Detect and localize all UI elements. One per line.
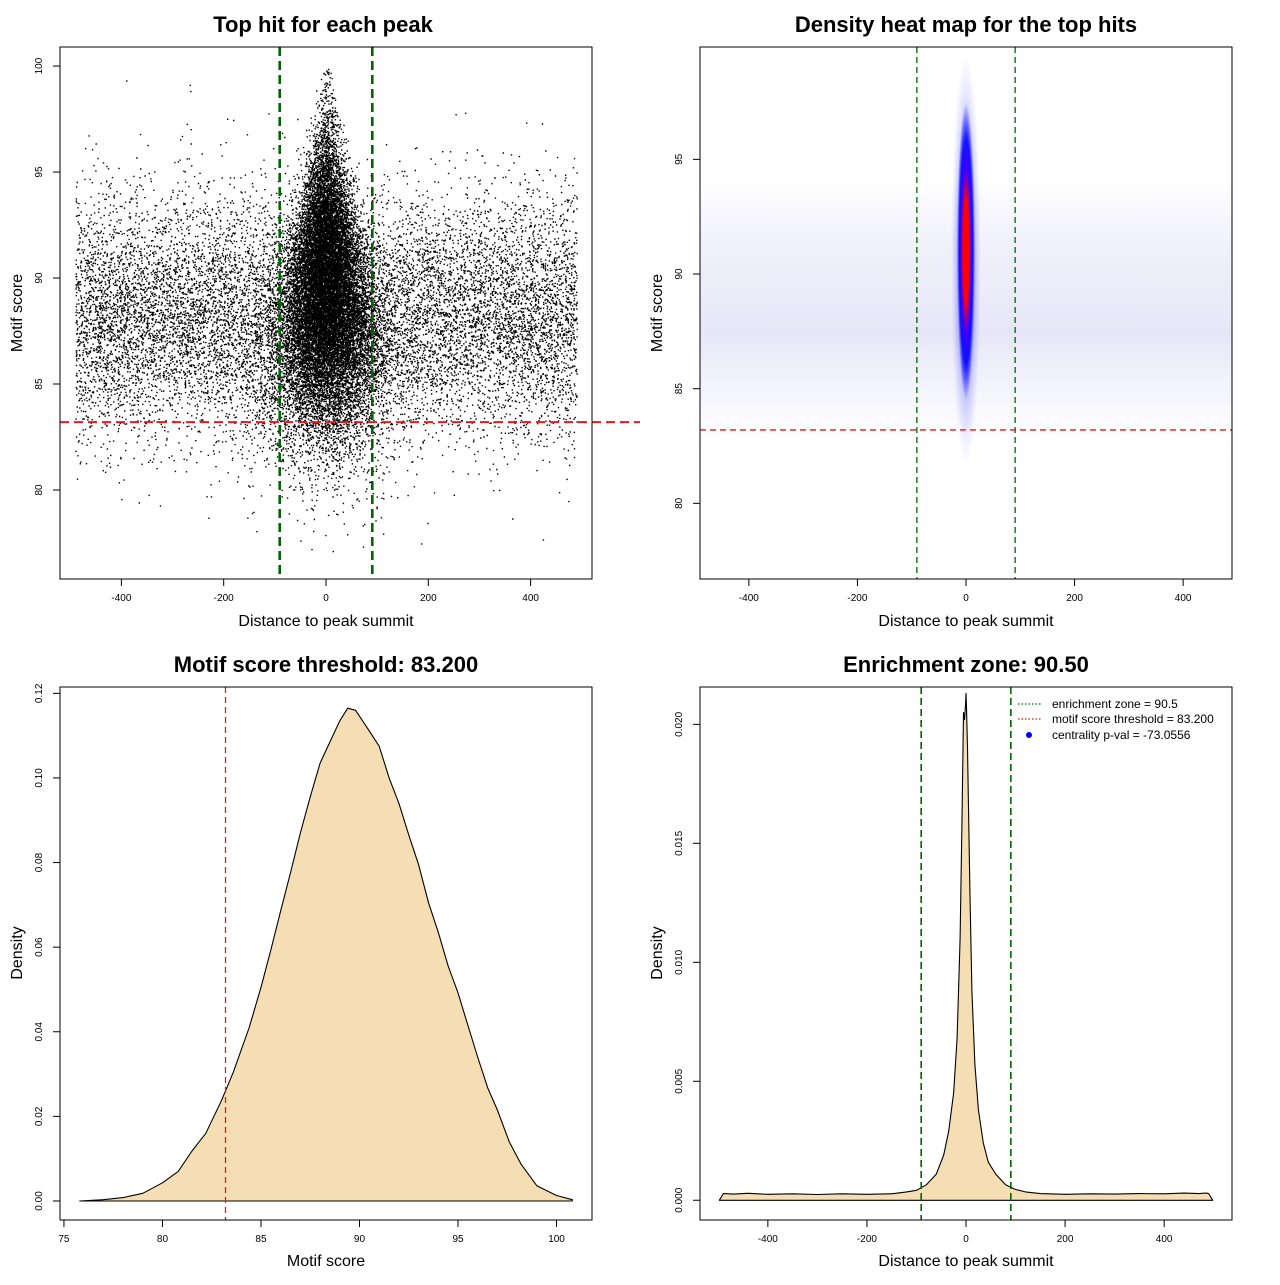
score-density-y-tick-label: 0.04 bbox=[34, 1022, 45, 1042]
distance-density-y-tick-label: 0.005 bbox=[674, 1068, 685, 1093]
heatmap-x-tick-label: 200 bbox=[1066, 593, 1083, 604]
score-density-x-tick-label: 75 bbox=[58, 1234, 70, 1245]
distance-density-y-tick-label: 0.015 bbox=[674, 830, 685, 855]
score-density-x-tick-label: 80 bbox=[157, 1234, 169, 1245]
heatmap-y-tick-label: 95 bbox=[674, 153, 685, 165]
distance-density-panel: Enrichment zone: 90.50 Distance to peak … bbox=[649, 652, 1233, 1270]
score-density-panel: Motif score threshold: 83.200 Motif scor… bbox=[9, 652, 593, 1270]
heatmap-x-tick-label: 0 bbox=[963, 593, 969, 604]
scatter-plot-frame bbox=[59, 46, 593, 580]
score-density-y-label: Density bbox=[9, 926, 26, 979]
scatter-title: Top hit for each peak bbox=[213, 12, 433, 37]
heatmap-y-tick-label: 80 bbox=[674, 497, 685, 509]
legend: enrichment zone = 90.5 motif score thres… bbox=[1018, 697, 1214, 742]
distance-density-x-tick-label: 400 bbox=[1156, 1234, 1173, 1245]
heatmap-plot-frame bbox=[699, 46, 1233, 580]
scatter-y-tick-label: 95 bbox=[34, 166, 45, 178]
distance-density-y-tick-label: 0.000 bbox=[674, 1187, 685, 1212]
heatmap-x-tick-label: 400 bbox=[1175, 593, 1192, 604]
score-density-x-label: Motif score bbox=[287, 1253, 365, 1270]
distance-density-plot-frame bbox=[699, 686, 1233, 1221]
heatmap-core-density bbox=[957, 102, 975, 401]
legend-label-enrichment-zone: enrichment zone = 90.5 bbox=[1052, 697, 1178, 711]
distance-density-x-label: Distance to peak summit bbox=[878, 1253, 1054, 1270]
scatter-points bbox=[75, 68, 579, 553]
score-density-curve-area bbox=[79, 707, 573, 1202]
heatmap-x-tick-label: -200 bbox=[847, 593, 867, 604]
score-density-y-tick-label: 0.12 bbox=[34, 683, 45, 703]
scatter-y-tick-label: 80 bbox=[34, 484, 45, 496]
legend-swatch-centrality bbox=[1026, 732, 1032, 738]
score-density-x-tick-label: 95 bbox=[452, 1234, 464, 1245]
score-density-y-tick-label: 0.10 bbox=[34, 768, 45, 788]
legend-label-motif-threshold: motif score threshold = 83.200 bbox=[1052, 712, 1214, 726]
scatter-x-tick-label: 200 bbox=[420, 593, 437, 604]
distance-density-x-tick-label: 0 bbox=[963, 1234, 969, 1245]
heatmap-panel: Density heat map for the top hits Distan… bbox=[649, 12, 1233, 630]
score-density-x-tick-label: 90 bbox=[354, 1234, 366, 1245]
distance-density-x-tick-label: -400 bbox=[758, 1234, 778, 1245]
score-density-plot-frame bbox=[59, 686, 593, 1221]
heatmap-title: Density heat map for the top hits bbox=[795, 12, 1137, 37]
distance-density-x-tick-label: -200 bbox=[857, 1234, 877, 1245]
score-density-x-tick-label: 85 bbox=[255, 1234, 267, 1245]
scatter-x-tick-label: -200 bbox=[214, 593, 234, 604]
scatter-x-label: Distance to peak summit bbox=[238, 613, 414, 630]
scatter-panel: Top hit for each peak Distance to peak s… bbox=[9, 12, 640, 630]
distance-density-y-tick-label: 0.020 bbox=[674, 711, 685, 736]
score-density-y-tick-label: 0.06 bbox=[34, 937, 45, 957]
score-density-y-tick-label: 0.02 bbox=[34, 1106, 45, 1126]
score-density-y-tick-label: 0.08 bbox=[34, 852, 45, 872]
heatmap-y-tick-label: 85 bbox=[674, 383, 685, 395]
heatmap-x-tick-label: -400 bbox=[739, 593, 759, 604]
scatter-x-tick-label: 400 bbox=[522, 593, 539, 604]
scatter-y-tick-label: 90 bbox=[34, 272, 45, 284]
score-density-y-tick-label: 0.00 bbox=[34, 1191, 45, 1211]
scatter-y-tick-label: 100 bbox=[34, 57, 45, 74]
distance-density-x-tick-label: 200 bbox=[1057, 1234, 1074, 1245]
scatter-y-tick-label: 85 bbox=[34, 378, 45, 390]
heatmap-y-tick-label: 90 bbox=[674, 268, 685, 280]
distance-density-y-tick-label: 0.010 bbox=[674, 949, 685, 974]
scatter-x-tick-label: 0 bbox=[323, 593, 329, 604]
legend-label-centrality: centrality p-val = -73.0556 bbox=[1052, 728, 1191, 742]
distance-density-y-label: Density bbox=[649, 926, 666, 979]
score-density-x-tick-label: 100 bbox=[548, 1234, 565, 1245]
distance-density-title: Enrichment zone: 90.50 bbox=[843, 652, 1089, 677]
score-density-title: Motif score threshold: 83.200 bbox=[174, 652, 478, 677]
distance-density-curve-area bbox=[718, 692, 1214, 1201]
heatmap-y-label: Motif score bbox=[649, 274, 666, 352]
scatter-x-tick-label: -400 bbox=[111, 593, 131, 604]
scatter-y-label: Motif score bbox=[9, 274, 26, 352]
scatter-point-cloud bbox=[75, 68, 579, 553]
heatmap-x-label: Distance to peak summit bbox=[878, 613, 1054, 630]
